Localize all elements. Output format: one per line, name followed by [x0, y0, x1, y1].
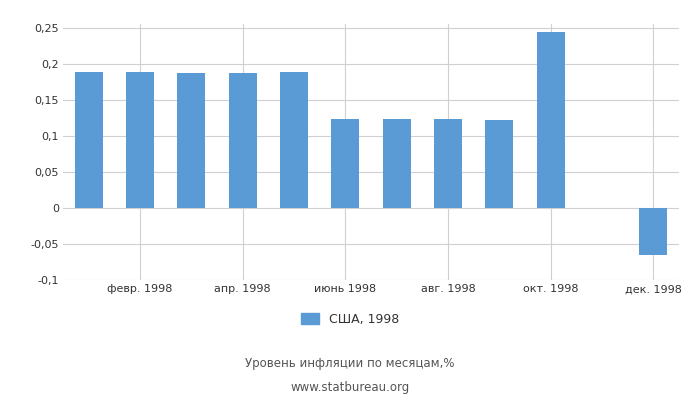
Bar — [126, 72, 154, 208]
Bar — [331, 119, 360, 208]
Legend: США, 1998: США, 1998 — [301, 313, 399, 326]
Bar — [280, 72, 308, 208]
Text: www.statbureau.org: www.statbureau.org — [290, 382, 410, 394]
Bar — [639, 208, 667, 255]
Bar — [434, 119, 462, 208]
Bar — [382, 119, 411, 208]
Text: Уровень инфляции по месяцам,%: Уровень инфляции по месяцам,% — [245, 358, 455, 370]
Bar — [485, 120, 513, 208]
Bar — [177, 73, 206, 208]
Bar — [536, 32, 565, 208]
Bar — [228, 73, 257, 208]
Bar — [74, 72, 103, 208]
